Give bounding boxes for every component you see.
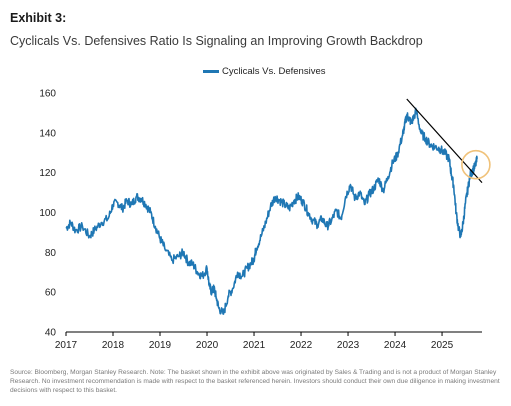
source-note: Source: Bloomberg, Morgan Stanley Resear… (10, 369, 500, 394)
y-tick-label: 100 (39, 208, 56, 219)
x-tick-label: 2020 (196, 340, 219, 351)
chart-subtitle: Cyclicals Vs. Defensives Ratio Is Signal… (10, 34, 423, 48)
highlight-circle (461, 149, 491, 180)
x-tick-label: 2017 (55, 340, 78, 351)
y-tick-label: 60 (45, 288, 57, 299)
x-tick-label: 2023 (337, 340, 360, 351)
x-tick-label: 2021 (243, 340, 266, 351)
x-tick-label: 2025 (431, 340, 454, 351)
y-tick-label: 80 (45, 248, 57, 259)
y-tick-label: 160 (39, 89, 56, 100)
exhibit-label: Exhibit 3: (10, 11, 67, 25)
x-tick-label: 2018 (102, 340, 125, 351)
x-tick-label: 2022 (290, 340, 313, 351)
y-tick-label: 120 (39, 168, 56, 179)
legend-label: Cyclicals Vs. Defensives (222, 66, 326, 77)
trend-line (406, 98, 483, 184)
x-tick-label: 2024 (384, 340, 407, 351)
y-tick-label: 140 (39, 128, 56, 139)
x-tick-label: 2019 (149, 340, 172, 351)
series-line (65, 107, 478, 315)
y-tick-label: 40 (45, 328, 57, 339)
chart-legend: Cyclicals Vs. Defensives (203, 66, 325, 77)
legend-swatch-icon (203, 70, 219, 73)
